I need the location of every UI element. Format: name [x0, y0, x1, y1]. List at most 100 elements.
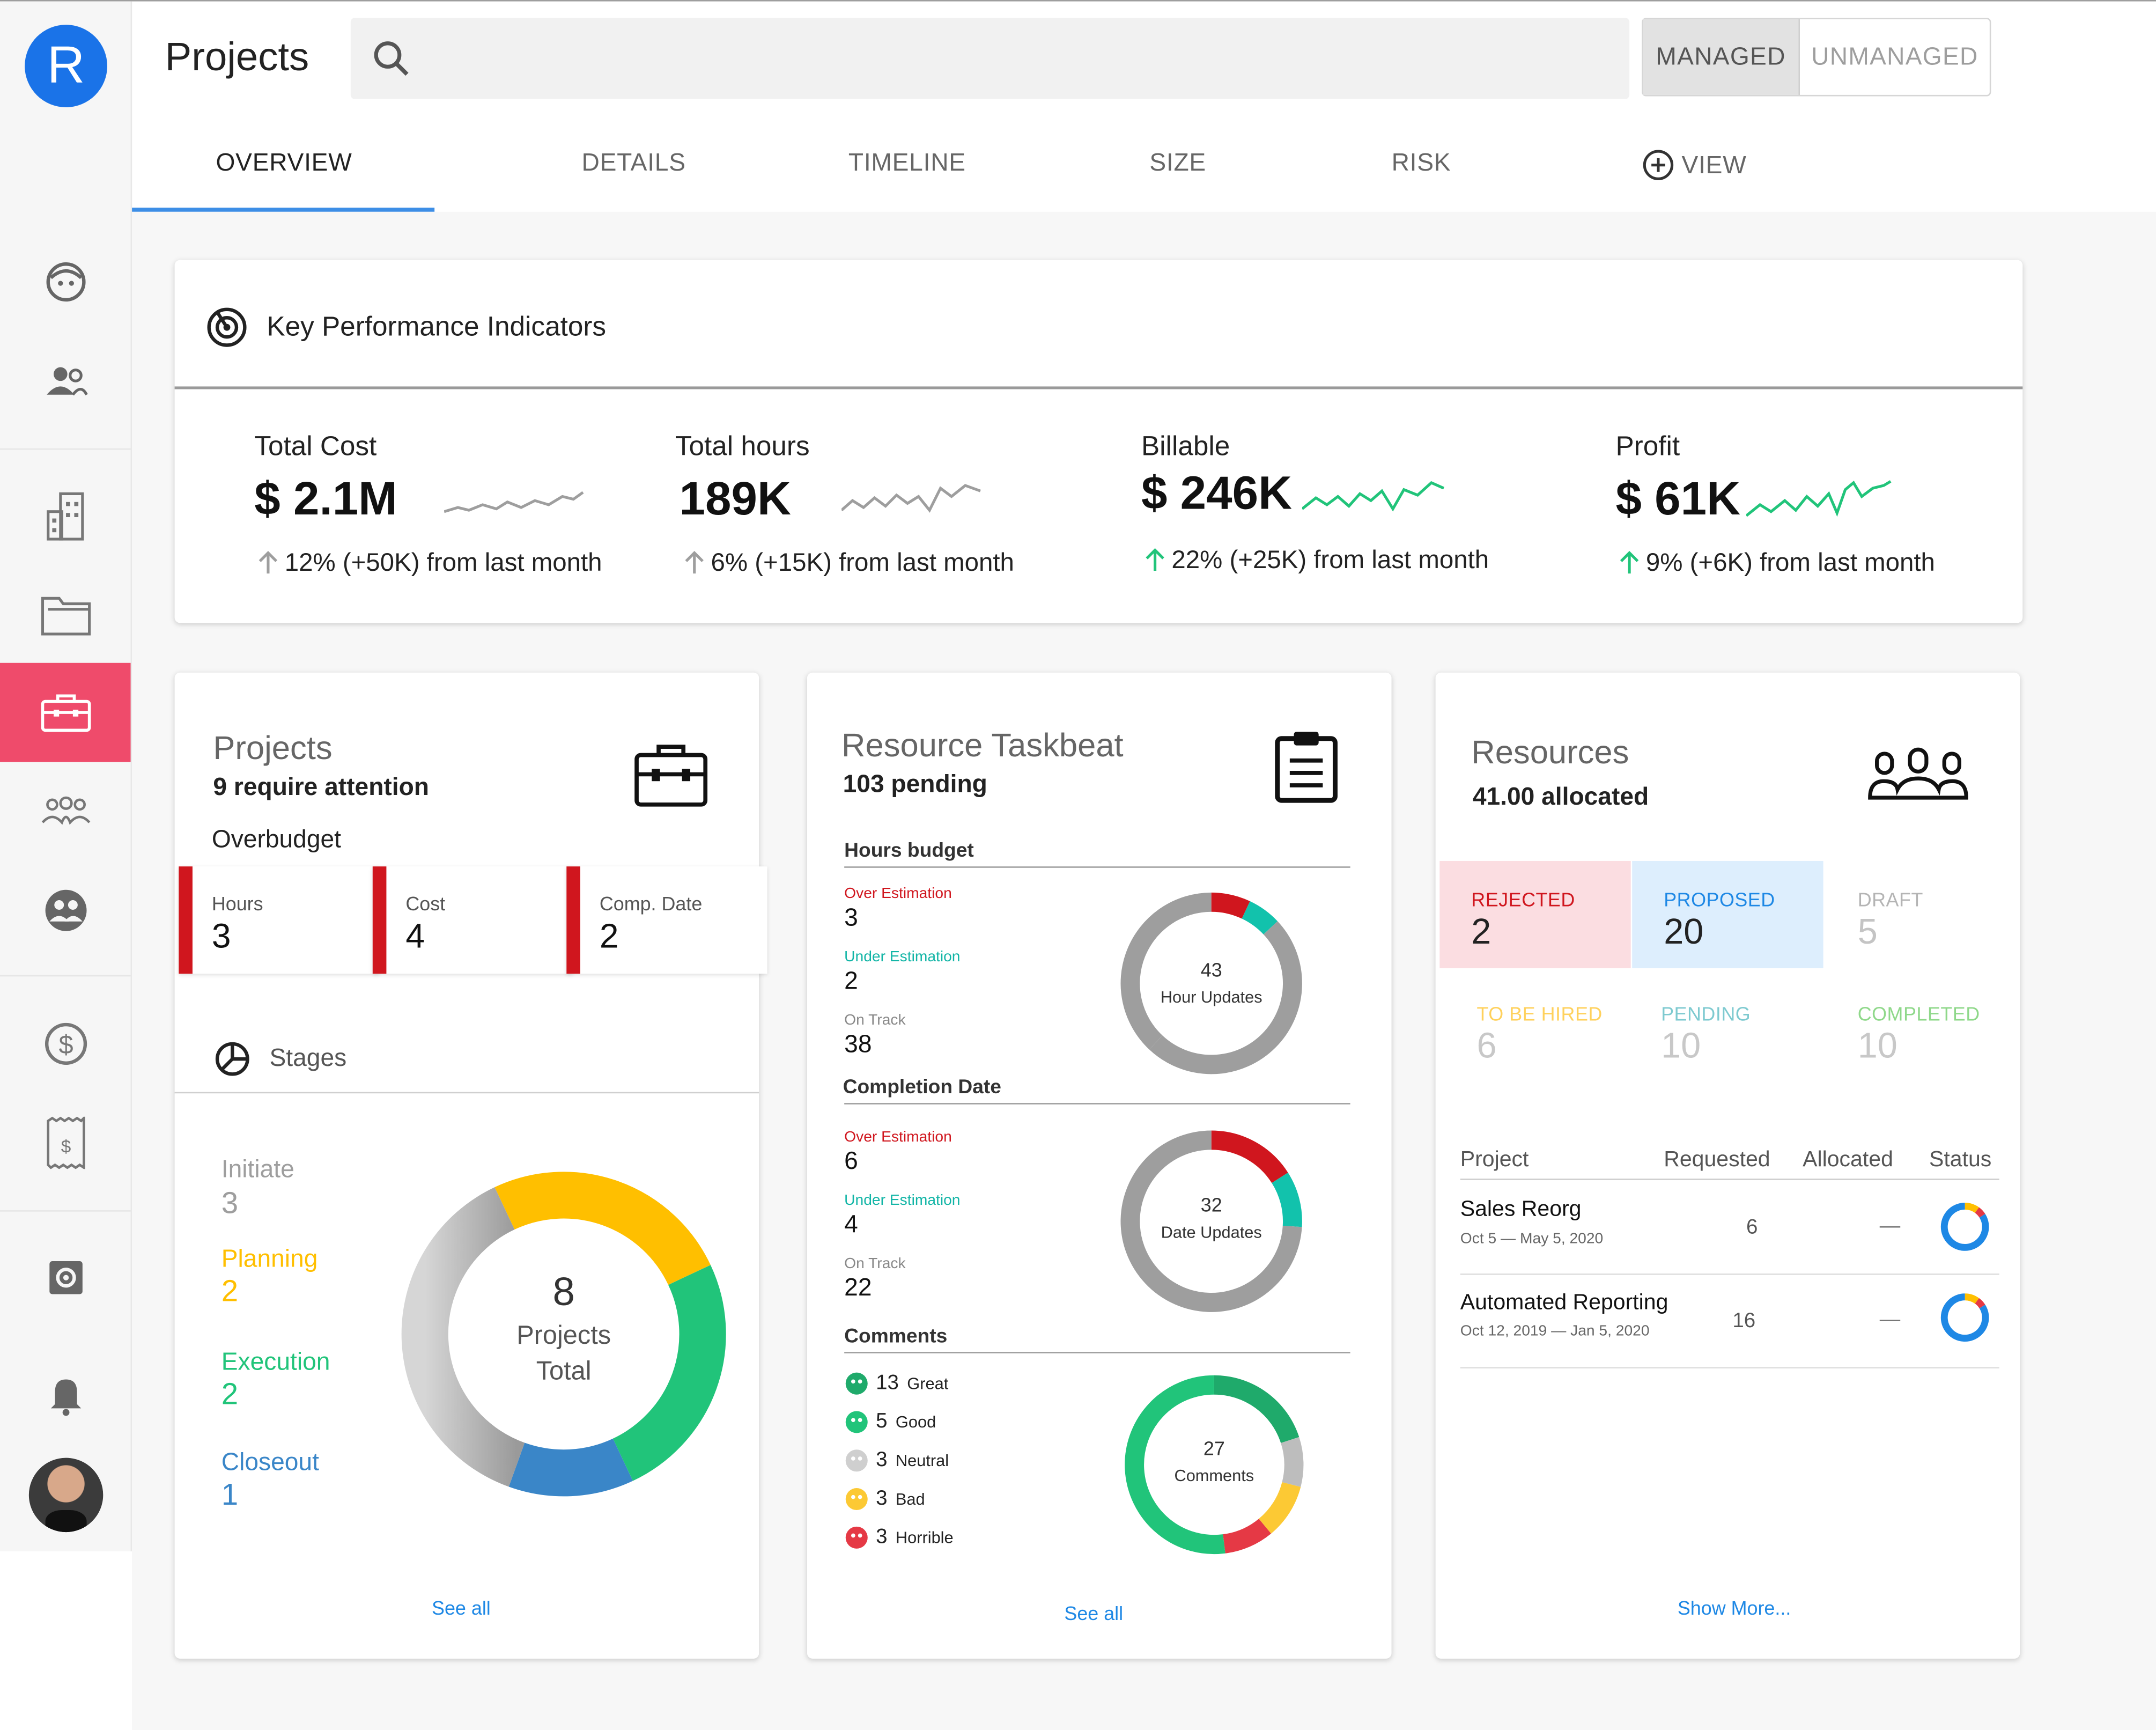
donut-segment [1211, 892, 1250, 919]
app-logo[interactable]: R [25, 25, 107, 107]
comment-bad: 3 Bad [845, 1486, 925, 1510]
taskbeat-see-all-link[interactable]: See all [1064, 1602, 1124, 1624]
search-bar[interactable] [350, 18, 1630, 99]
status-ring-icon [1940, 1203, 1989, 1251]
status-to-be-hired[interactable]: TO BE HIRED 6 [1476, 1003, 1603, 1066]
briefcase-icon [634, 745, 708, 807]
row-dates: Oct 12, 2019 — Jan 5, 2020 [1460, 1323, 1650, 1340]
comment-horrible: 3 Horrible [845, 1525, 954, 1549]
donut-segment [1214, 1375, 1299, 1444]
donut-segment [1940, 1203, 1989, 1251]
hours-under-label: Under Estimation [844, 949, 961, 966]
stage-segment-execution [612, 1265, 726, 1481]
kpi-change: 22% (+25K) from last month [1144, 544, 1489, 575]
resources-title: Resources [1471, 734, 1629, 772]
face-icon[interactable] [0, 232, 131, 332]
comment-neutral: 3 Neutral [845, 1448, 949, 1471]
column-header-status[interactable]: Status [1929, 1148, 1992, 1172]
column-header-requested[interactable]: Requested [1664, 1148, 1770, 1172]
projects-see-all-link[interactable]: See all [432, 1596, 491, 1619]
hours-center-label: Hour Updates [1161, 988, 1262, 1006]
comments-title: Comments [844, 1326, 948, 1348]
tab-add-view[interactable]: VIEW [1642, 149, 1746, 182]
kpi-label: Total hours [675, 432, 810, 462]
tab-risk[interactable]: RISK [1391, 148, 1451, 176]
status-ring-icon [1940, 1293, 1989, 1342]
building-icon[interactable] [0, 466, 131, 565]
kpi-change: 12% (+50K) from last month [257, 547, 602, 577]
comments-center-value: 27 [1203, 1438, 1225, 1460]
receipt-icon[interactable]: $ [0, 1093, 131, 1192]
arrow-up-icon [1146, 548, 1164, 571]
briefcase-icon[interactable] [0, 662, 131, 762]
completion-under-label: Under Estimation [844, 1192, 961, 1209]
row-allocated: — [1879, 1214, 1901, 1238]
column-header-allocated[interactable]: Allocated [1803, 1148, 1893, 1172]
folder-icon[interactable] [0, 565, 131, 665]
arrow-up-icon [1620, 551, 1639, 574]
row-project: Sales Reorg [1460, 1198, 1582, 1221]
stage-planning-label: Planning [221, 1245, 318, 1272]
angry-face-icon [845, 1526, 868, 1548]
search-input[interactable] [433, 31, 1608, 87]
kpi-label: Billable [1141, 432, 1230, 462]
kpi-value: $ 246K [1141, 467, 1293, 520]
search-icon [374, 41, 409, 76]
managed-button[interactable]: MANAGED [1643, 19, 1800, 95]
donut-segment [1258, 1482, 1301, 1534]
sparkline [1746, 480, 1892, 517]
resources-subtitle: 41.00 allocated [1472, 782, 1649, 811]
status-draft[interactable]: DRAFT 5 [1857, 888, 1923, 952]
table-row[interactable]: Automated Reporting Oct 12, 2019 — Jan 5… [1460, 1273, 1999, 1368]
people-icon[interactable] [0, 332, 131, 431]
hours-track-label: On Track [844, 1012, 906, 1029]
completion-center-label: Date Updates [1161, 1223, 1262, 1241]
stage-initiate-label: Initiate [221, 1155, 294, 1183]
hours-over-label: Over Estimation [844, 886, 952, 902]
overbudget-hours[interactable]: Hours 3 [179, 866, 380, 974]
avatar[interactable] [28, 1457, 104, 1533]
table-row[interactable]: Sales Reorg Oct 5 — May 5, 2020 6 — [1460, 1180, 1999, 1275]
tab-overview[interactable]: OVERVIEW [216, 148, 352, 176]
donut-segment [1120, 892, 1212, 1050]
stage-execution-value: 2 [221, 1376, 239, 1411]
overbudget-comp-date[interactable]: Comp. Date 2 [566, 866, 767, 974]
sidebar: R $ $ [0, 1, 132, 1551]
tab-view-label: VIEW [1681, 150, 1747, 179]
tab-size[interactable]: SIZE [1149, 148, 1207, 176]
settings-icon[interactable] [0, 1228, 131, 1327]
donut-segment [1149, 921, 1302, 1074]
column-header-project[interactable]: Project [1460, 1148, 1529, 1172]
dollar-icon[interactable]: $ [0, 995, 131, 1094]
unmanaged-button[interactable]: UNMANAGED [1811, 42, 1978, 70]
page-title: Projects [165, 35, 309, 80]
status-rejected[interactable]: REJECTED 2 [1439, 860, 1631, 968]
stage-segment-closeout [508, 1438, 633, 1497]
donut-total: 8 [552, 1269, 574, 1314]
row-requested: 16 [1732, 1309, 1756, 1333]
kpi-title: Key Performance Indicators [267, 312, 607, 343]
overbudget-cost[interactable]: Cost 4 [372, 866, 574, 974]
kpi-label: Profit [1615, 432, 1680, 462]
tab-details[interactable]: DETAILS [581, 148, 686, 176]
team-icon[interactable] [0, 762, 131, 861]
bell-icon[interactable] [0, 1345, 131, 1444]
sparkline [1302, 481, 1445, 512]
tab-timeline[interactable]: TIMELINE [848, 148, 966, 176]
stage-planning-value: 2 [221, 1273, 239, 1308]
donut-label: Projects [516, 1321, 611, 1350]
smile-icon [845, 1372, 868, 1394]
kpi-change: 6% (+15K) from last month [683, 547, 1014, 577]
status-proposed[interactable]: PROPOSED 20 [1632, 860, 1823, 968]
arrow-up-icon [259, 551, 278, 574]
donut-segment [1975, 1207, 1985, 1218]
managed-toggle: MANAGED UNMANAGED [1642, 18, 1991, 97]
show-more-link[interactable]: Show More... [1677, 1596, 1791, 1619]
resources-card: Resources 41.00 allocated REJECTED 2 PROP… [1435, 672, 2020, 1659]
status-completed[interactable]: COMPLETED 10 [1857, 1003, 1980, 1066]
stage-execution-label: Execution [221, 1348, 330, 1375]
completion-over-label: Over Estimation [844, 1129, 952, 1146]
comment-great: 13 Great [845, 1371, 948, 1395]
group-circle-icon[interactable] [0, 861, 131, 960]
status-pending[interactable]: PENDING 10 [1661, 1003, 1751, 1066]
